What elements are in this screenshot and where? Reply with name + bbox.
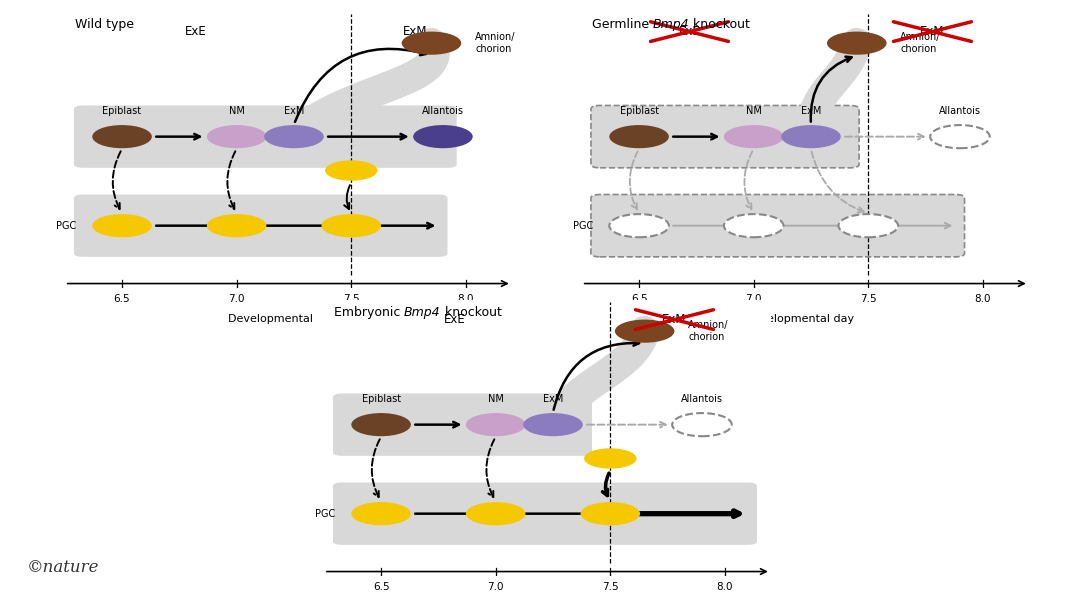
Text: 8.0: 8.0 [457, 294, 474, 304]
Text: 7.5: 7.5 [602, 582, 618, 592]
Text: ©nature: ©nature [27, 559, 99, 576]
Text: PGC: PGC [574, 221, 593, 230]
Text: Amnion/
chorion: Amnion/ chorion [689, 320, 729, 342]
Text: ExE: ExE [443, 313, 466, 326]
Circle shape [673, 413, 731, 436]
Circle shape [264, 125, 324, 148]
Circle shape [93, 125, 151, 148]
Text: 7.0: 7.0 [487, 582, 504, 592]
Text: 6.5: 6.5 [114, 294, 130, 304]
Circle shape [724, 214, 784, 237]
Circle shape [615, 320, 675, 343]
Text: 8.0: 8.0 [974, 294, 991, 304]
Circle shape [827, 32, 887, 55]
Text: ExM: ExM [801, 106, 821, 116]
Circle shape [610, 214, 668, 237]
Text: Germline: Germline [592, 18, 652, 31]
Circle shape [352, 413, 410, 436]
Circle shape [584, 448, 636, 469]
Circle shape [931, 125, 989, 148]
Text: 7.0: 7.0 [745, 294, 762, 304]
Text: Bmp4: Bmp4 [404, 306, 440, 319]
Text: PGC: PGC [56, 221, 76, 230]
Circle shape [93, 214, 151, 237]
Text: NM: NM [746, 106, 761, 116]
Text: Wild type: Wild type [75, 18, 133, 31]
Text: Bmp4: Bmp4 [652, 18, 690, 31]
FancyBboxPatch shape [74, 106, 456, 168]
Text: Allantois: Allantois [681, 394, 723, 404]
Text: ExM: ExM [284, 106, 304, 116]
Text: Epiblast: Epiblast [102, 106, 142, 116]
Circle shape [325, 160, 377, 181]
Text: 6.5: 6.5 [373, 582, 389, 592]
Text: Developmental day: Developmental day [228, 314, 337, 324]
Text: 7.0: 7.0 [228, 294, 245, 304]
Text: 7.5: 7.5 [860, 294, 876, 304]
Circle shape [610, 125, 668, 148]
Circle shape [781, 125, 841, 148]
Circle shape [352, 502, 410, 525]
Text: PGC: PGC [316, 509, 335, 518]
Text: 6.5: 6.5 [631, 294, 647, 304]
Text: ExM: ExM [403, 25, 427, 38]
Circle shape [402, 32, 462, 55]
Text: Embryonic: Embryonic [334, 306, 404, 319]
Circle shape [207, 214, 266, 237]
Text: NM: NM [229, 106, 244, 116]
Circle shape [523, 413, 583, 436]
FancyBboxPatch shape [591, 106, 859, 168]
Text: knockout: knockout [440, 306, 501, 319]
Text: ExE: ExE [679, 25, 700, 38]
Circle shape [322, 214, 381, 237]
Text: ExM: ExM [920, 25, 944, 38]
Text: Allantois: Allantois [939, 106, 981, 116]
Text: Developmental day: Developmental day [745, 314, 854, 324]
Circle shape [581, 502, 640, 525]
Text: NM: NM [488, 394, 503, 404]
Text: Allantois: Allantois [422, 106, 464, 116]
FancyBboxPatch shape [333, 482, 757, 545]
Circle shape [839, 214, 898, 237]
FancyBboxPatch shape [74, 194, 448, 257]
Text: Epiblast: Epiblast [619, 106, 659, 116]
Text: Epiblast: Epiblast [361, 394, 401, 404]
Text: 7.5: 7.5 [343, 294, 359, 304]
Circle shape [466, 502, 526, 525]
Text: ExM: ExM [662, 313, 687, 326]
Circle shape [414, 125, 472, 148]
Text: knockout: knockout [690, 18, 750, 31]
Text: Amnion/
chorion: Amnion/ chorion [475, 32, 516, 54]
Circle shape [466, 413, 526, 436]
Circle shape [724, 125, 784, 148]
FancyBboxPatch shape [591, 194, 965, 257]
Text: ExE: ExE [184, 25, 207, 38]
Text: 8.0: 8.0 [716, 582, 733, 592]
Text: Amnion/
chorion: Amnion/ chorion [901, 32, 941, 54]
FancyBboxPatch shape [333, 394, 592, 456]
Circle shape [207, 125, 266, 148]
Text: ExM: ExM [543, 394, 563, 404]
